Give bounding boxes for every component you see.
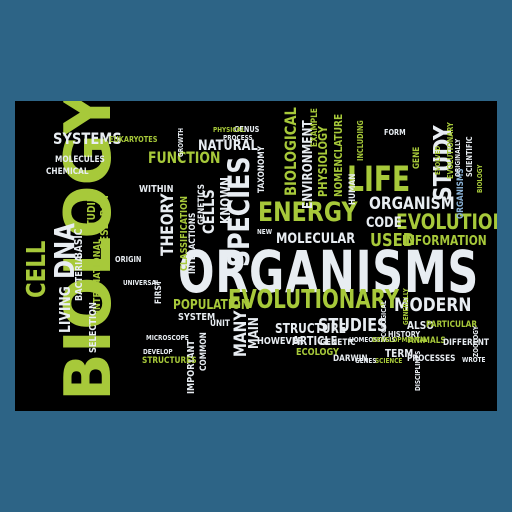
word-important: IMPORTANT (186, 340, 197, 394)
word-bacteria: BACTERIA (74, 255, 85, 301)
word-generally: GENERALLY (402, 288, 410, 325)
word-function: FUNCTION (148, 148, 221, 167)
word-processes: PROCESSES (407, 354, 456, 364)
word-organisms: ORGANISMS (178, 238, 480, 306)
word-however: HOWEVER (257, 336, 304, 347)
word-homeostasis: HOMEOSTASIS (349, 336, 396, 344)
word-zoology: ZOOLOGY (472, 325, 480, 357)
word-scientific: SCIENTIFIC (465, 136, 474, 177)
word-within: WITHIN (139, 184, 174, 195)
word-developmental: DEVELOPMENTAL (372, 336, 428, 344)
word-develop: DEVELOP (143, 348, 173, 356)
word-animals: ANIMALS (408, 336, 446, 346)
word-information: INFORMATION (402, 234, 487, 249)
word-darwin: DARWIN (333, 354, 368, 364)
word-biological: BIOLOGICAL (281, 107, 300, 196)
word-also: ALSO (407, 319, 434, 332)
word-eukaryotes: EUKARYOTES (109, 135, 158, 144)
word-known: KNOWN (219, 177, 234, 224)
word-originally: ORIGINALLY (454, 138, 462, 177)
word-history: HISTORY (388, 330, 421, 339)
word-molecular: MOLECULAR (276, 231, 356, 247)
word-life: LIFE (347, 160, 411, 200)
word-human: HUMAN (348, 173, 358, 205)
word-universal: UNIVERSAL (123, 279, 160, 287)
word-population: POPULATION (173, 298, 250, 313)
word-genus: GENUS (234, 125, 260, 134)
word-chemical: CHEMICAL (46, 167, 89, 177)
word-genetics: GENETICS (197, 184, 207, 225)
word-studied: STUDIED (85, 188, 98, 233)
word-ecology: ECOLOGY (296, 347, 339, 358)
word-common: COMMON (199, 332, 209, 371)
word-biology-small: BIOLOGY (476, 164, 484, 193)
word-growth: GROWTH (177, 127, 185, 157)
word-including: INCLUDING (356, 120, 365, 161)
word-unit: UNIT (210, 319, 230, 329)
word-form: FORM (384, 128, 406, 137)
word-different: DIFFERENT (443, 338, 489, 348)
word-selection: SELECTION (88, 302, 99, 353)
word-disciplines: DISCIPLINES (414, 350, 422, 391)
word-structures: STRUCTURES (142, 356, 197, 366)
word-cloud: ORGANISMS BIOLOGY EVOLUTIONARY SPECIES E… (15, 101, 497, 411)
word-living: LIVING (56, 286, 74, 333)
word-gene: GENE (412, 146, 422, 169)
word-system: SYSTEM (178, 312, 216, 323)
word-science: SCIENCE (375, 357, 403, 365)
word-nomenclature: NOMENCLATURE (332, 113, 345, 197)
word-organism: ORGANISM (369, 194, 455, 214)
word-microscope: MICROSCOPE (146, 334, 189, 342)
word-new: NEW (257, 228, 273, 236)
word-natural: NATURAL (198, 138, 258, 154)
word-process: PROCESS (223, 134, 253, 142)
word-genes: GENES (355, 357, 377, 365)
word-article: ARTICLE (292, 334, 338, 348)
word-used: USED (370, 230, 415, 251)
word-particular: PARTICULAR (426, 320, 478, 330)
word-modern: MODERN (394, 294, 472, 316)
word-taxonomy: TAXONOMY (257, 145, 267, 193)
word-origin: ORIGIN (115, 255, 142, 264)
word-energy: ENERGY (258, 197, 358, 228)
word-ecological: ECOLOGICAL (380, 300, 388, 341)
word-theory: THEORY (158, 193, 178, 256)
word-studies: STUDIES (318, 315, 388, 336)
word-example: EXAMPLE (310, 108, 320, 147)
word-evolutionary: EVOLUTIONARY (228, 285, 400, 315)
word-molecules: MOLECULES (55, 155, 105, 165)
word-code: CODE (366, 215, 402, 231)
word-genetic: GENETIC (320, 338, 356, 348)
word-cell: CELL (22, 240, 52, 298)
word-evolved: EVOLVED (434, 145, 442, 175)
word-term: TERM (385, 347, 414, 360)
word-physical: PHYSICAL (213, 126, 245, 134)
word-evolution: EVOLUTION (396, 210, 497, 234)
word-wrote: WROTE (462, 356, 486, 364)
word-structure: STRUCTURE (275, 322, 347, 337)
word-systems: SYSTEMS (53, 129, 122, 148)
